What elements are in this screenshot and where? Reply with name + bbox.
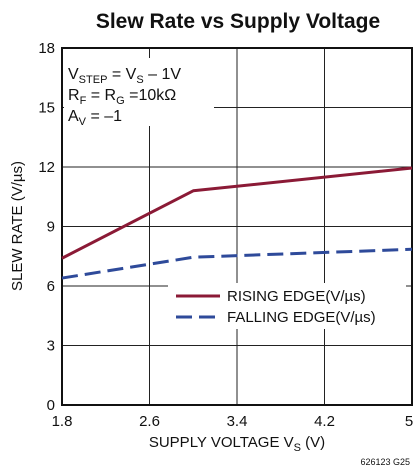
x-axis-label-unit: (V) bbox=[301, 434, 325, 451]
y-tick-label: 18 bbox=[38, 40, 55, 57]
condition-subscript: F bbox=[80, 95, 87, 107]
series-line-rising-edge bbox=[61, 166, 413, 260]
legend: RISING EDGE(V/µs) FALLING EDGE(V/µs) bbox=[176, 288, 376, 326]
y-axis-label: SLEW RATE (V/µs) bbox=[9, 161, 26, 291]
condition-line: AV = –1 bbox=[68, 108, 122, 128]
legend-label: RISING EDGE(V/µs) bbox=[227, 288, 366, 305]
y-axis-ticks: 0 3 6 9 12 15 18 bbox=[38, 40, 55, 414]
condition-subscript: G bbox=[116, 95, 125, 107]
condition-text: R bbox=[68, 87, 80, 104]
x-axis-label-main: SUPPLY VOLTAGE V bbox=[149, 434, 294, 451]
plot-frame bbox=[61, 47, 413, 406]
x-axis-label-subscript: S bbox=[294, 442, 301, 454]
x-tick-label: 2.6 bbox=[139, 413, 160, 430]
series-line-falling-edge bbox=[61, 247, 413, 280]
condition-text: = R bbox=[86, 87, 116, 104]
y-tick-label: 6 bbox=[47, 278, 55, 295]
legend-box bbox=[168, 283, 406, 329]
condition-line: VSTEP = VS – 1V bbox=[68, 66, 181, 86]
condition-line: RF = RG =10kΩ bbox=[68, 87, 176, 107]
x-tick-label: 1.8 bbox=[52, 413, 73, 430]
y-tick-label: 9 bbox=[47, 219, 55, 236]
legend-label: FALLING EDGE(V/µs) bbox=[227, 309, 376, 326]
condition-text: =10kΩ bbox=[125, 87, 177, 104]
condition-text: V bbox=[68, 66, 79, 83]
y-tick-label: 3 bbox=[47, 338, 55, 355]
y-tick-label: 15 bbox=[38, 100, 55, 117]
condition-subscript: STEP bbox=[79, 74, 108, 86]
x-tick-label: 3.4 bbox=[227, 413, 248, 430]
x-tick-label: 4.2 bbox=[314, 413, 335, 430]
condition-text: A bbox=[68, 108, 79, 125]
condition-text: = –1 bbox=[86, 108, 122, 125]
condition-text: – 1V bbox=[144, 66, 182, 83]
figure-code: 626123 G25 bbox=[360, 457, 410, 467]
x-tick-label: 5 bbox=[405, 413, 413, 430]
x-axis-ticks: 1.8 2.6 3.4 4.2 5 bbox=[52, 413, 414, 430]
condition-text: = V bbox=[107, 66, 136, 83]
chart-title: Slew Rate vs Supply Voltage bbox=[96, 10, 380, 33]
condition-subscript: V bbox=[79, 116, 87, 128]
x-axis-label: SUPPLY VOLTAGE VS (V) bbox=[149, 434, 325, 454]
series-group bbox=[61, 166, 413, 280]
condition-subscript: S bbox=[136, 74, 143, 86]
conditions-box bbox=[64, 58, 214, 126]
y-tick-label: 0 bbox=[47, 397, 55, 414]
y-tick-label: 12 bbox=[38, 159, 55, 176]
